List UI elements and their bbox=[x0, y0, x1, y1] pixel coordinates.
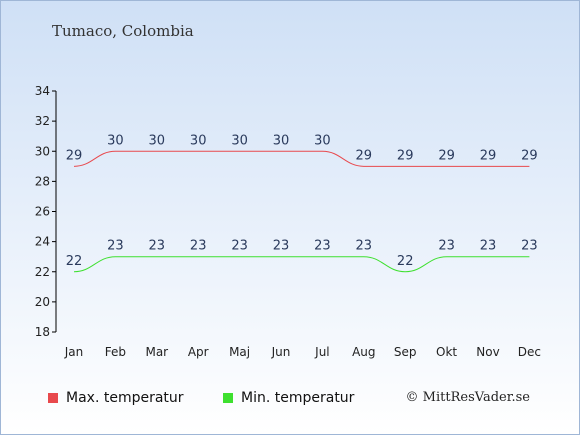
max-temp-label: 29 bbox=[438, 148, 455, 163]
x-tick-label: Nov bbox=[476, 345, 499, 359]
data-labels: 29 30 30 30 30 30 30 29 29 29 29 29 22 23 23 23 23 23 23 23… bbox=[66, 133, 538, 269]
x-tick-label: Jul bbox=[314, 345, 329, 359]
legend-max-label: Max. temperatur bbox=[66, 390, 184, 406]
x-tick-label: Jun bbox=[271, 345, 291, 359]
max-temp-label: 30 bbox=[149, 133, 166, 148]
min-temp-label: 23 bbox=[356, 239, 373, 254]
x-tick-label: Jan bbox=[64, 345, 84, 359]
y-tick-label: 20 bbox=[35, 295, 50, 309]
copyright-text: © MittResVader.se bbox=[405, 390, 530, 405]
y-tick-label: 32 bbox=[35, 114, 50, 128]
y-tick-label: 18 bbox=[35, 325, 50, 339]
min-temp-label: 22 bbox=[66, 254, 83, 269]
max-temp-label: 30 bbox=[314, 133, 331, 148]
max-temp-label: 30 bbox=[273, 133, 290, 148]
x-tick-label: Mar bbox=[145, 345, 168, 359]
y-tick-label: 28 bbox=[35, 174, 50, 188]
y-tick-label: 34 bbox=[35, 84, 50, 98]
min-temp-label: 23 bbox=[190, 239, 207, 254]
x-tick-label: Maj bbox=[229, 345, 250, 359]
y-tick-label: 22 bbox=[35, 265, 50, 279]
y-tick-label: 26 bbox=[35, 205, 50, 219]
chart-title: Tumaco, Colombia bbox=[52, 22, 194, 40]
min-temp-label: 23 bbox=[231, 239, 248, 254]
legend-min-label: Min. temperatur bbox=[241, 390, 355, 406]
legend-max: Max. temperatur bbox=[48, 390, 184, 406]
legend-min: Min. temperatur bbox=[223, 390, 354, 406]
min-temp-label: 23 bbox=[521, 239, 538, 254]
x-tick-label: Aug bbox=[352, 345, 375, 359]
min-temp-label: 23 bbox=[480, 239, 497, 254]
max-temp-label: 30 bbox=[190, 133, 207, 148]
max-temp-label: 29 bbox=[521, 148, 538, 163]
series-lines bbox=[73, 150, 530, 273]
x-tick-label: Apr bbox=[188, 345, 209, 359]
y-tick-label: 30 bbox=[35, 144, 50, 158]
max-temp-label: 30 bbox=[107, 133, 124, 148]
y-tick-label: 24 bbox=[35, 235, 50, 249]
legend-min-swatch bbox=[223, 393, 233, 403]
min-temp-label: 23 bbox=[273, 239, 290, 254]
x-tick-label: Okt bbox=[436, 345, 457, 359]
min-temp-label: 23 bbox=[438, 239, 455, 254]
max-temp-line bbox=[73, 150, 530, 167]
x-tick-label: Dec bbox=[518, 345, 541, 359]
x-tick-label: Sep bbox=[394, 345, 417, 359]
min-temp-label: 23 bbox=[314, 239, 331, 254]
max-temp-label: 30 bbox=[231, 133, 248, 148]
min-temp-label: 22 bbox=[397, 254, 414, 269]
max-temp-label: 29 bbox=[66, 148, 83, 163]
min-temp-line bbox=[73, 256, 530, 273]
axes: 18 20 22 24 26 28 30 32 34 Jan Feb Mar Apr Maj Jun Jul A… bbox=[35, 84, 541, 359]
legend-max-swatch bbox=[48, 393, 58, 403]
max-temp-label: 29 bbox=[480, 148, 497, 163]
x-tick-label: Feb bbox=[105, 345, 126, 359]
min-temp-label: 23 bbox=[107, 239, 124, 254]
max-temp-label: 29 bbox=[397, 148, 414, 163]
min-temp-label: 23 bbox=[149, 239, 166, 254]
max-temp-label: 29 bbox=[356, 148, 373, 163]
